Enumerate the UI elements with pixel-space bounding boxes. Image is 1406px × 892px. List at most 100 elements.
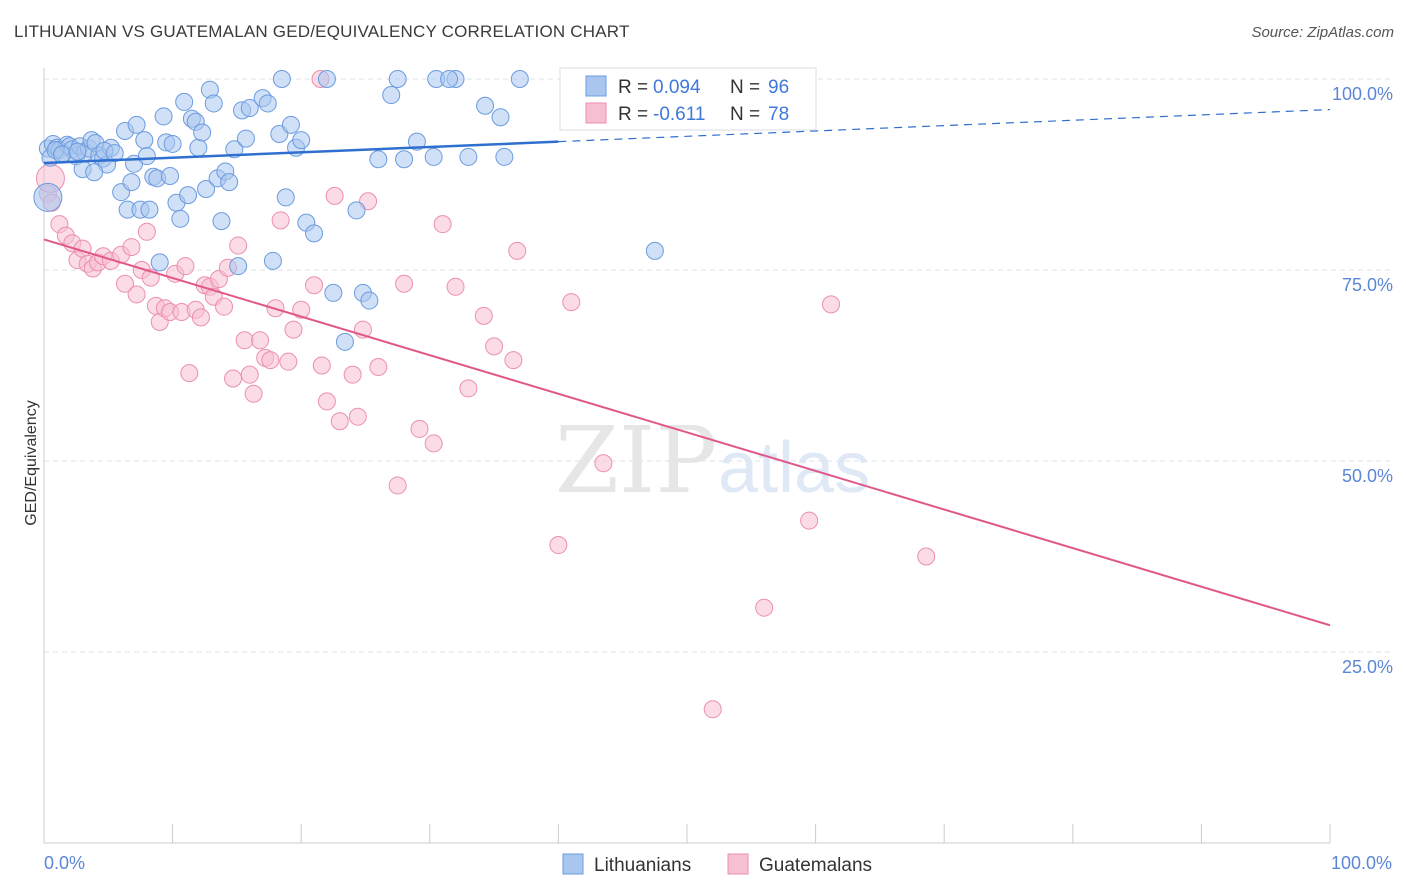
lithuanian-point — [127, 115, 146, 134]
lithuanian-point — [292, 131, 311, 150]
guatemalan-point — [369, 358, 388, 377]
lithuanian-point — [347, 201, 366, 220]
guatemalan-point — [180, 364, 199, 383]
legend-swatch-guatemalans — [585, 102, 607, 124]
lithuanian-point — [137, 147, 156, 166]
source-label: Source: ZipAtlas.com — [1251, 24, 1394, 41]
lithuanian-point — [150, 253, 169, 272]
stats-legend: R = 0.094 N = 96 R = -0.611 N = 78 — [559, 67, 817, 131]
legend-n-value-guatemalans: 78 — [768, 104, 789, 125]
guatemalan-point — [127, 285, 146, 304]
guatemalan-point — [424, 434, 443, 453]
lithuanian-point — [645, 241, 664, 260]
guatemalan-point — [474, 306, 493, 325]
trend-line-guatemalans — [43, 238, 1331, 627]
guatemalan-point — [549, 536, 568, 555]
y-tick-labels: 25.0% 50.0% 75.0% 100.0% — [1332, 84, 1393, 677]
lithuanian-point — [335, 332, 354, 351]
lithuanian-point — [263, 251, 282, 270]
lithuanian-point — [189, 138, 208, 157]
lithuanian-point — [382, 86, 401, 105]
guatemalan-point — [800, 511, 819, 530]
bottom-legend-label-lithuanians: Lithuanians — [594, 855, 691, 876]
guatemalan-point — [176, 257, 195, 276]
guatemalan-point — [755, 598, 774, 617]
lithuanian-point — [154, 107, 173, 126]
lithuanian-point — [193, 123, 212, 142]
guatemalan-point — [271, 211, 290, 230]
lithuanian-point — [510, 70, 529, 88]
y-tick-label: 100.0% — [1332, 84, 1393, 104]
trend-line-lithuanians — [43, 140, 559, 165]
guatemalan-point — [594, 454, 613, 473]
guatemalan-point — [508, 241, 527, 260]
lithuanian-point — [240, 99, 259, 118]
lithuanian-point — [440, 70, 459, 88]
guatemalan-point — [261, 351, 280, 370]
guatemalan-point — [137, 222, 156, 241]
lithuanian-point — [272, 70, 291, 88]
lithuanian-point — [395, 150, 414, 169]
guatemalan-point — [343, 365, 362, 384]
lithuanian-point — [236, 129, 255, 148]
guatemalan-point — [312, 356, 331, 375]
lithuanian-point — [212, 212, 231, 231]
guatemalan-point — [122, 238, 141, 257]
legend-r-value-lithuanians: 0.094 — [653, 77, 701, 98]
x-tick-label-max: 100.0% — [1331, 853, 1392, 873]
legend-n-label-2: N = — [730, 104, 760, 125]
gridlines — [44, 78, 1392, 653]
guatemalan-point — [562, 293, 581, 312]
lithuanian-point — [276, 188, 295, 207]
lithuanian-point — [388, 70, 407, 88]
guatemalan-point — [459, 379, 478, 398]
guatemalan-point — [235, 331, 254, 350]
guatemalan-point — [446, 277, 465, 296]
lithuanian-point — [197, 180, 216, 199]
legend-n-label-1: N = — [730, 77, 760, 98]
lithuanian-point — [175, 92, 194, 111]
guatemalan-point — [244, 384, 263, 403]
lithuanian-point — [229, 257, 248, 276]
guatemalan-point — [191, 308, 210, 327]
watermark-atlas: atlas — [718, 428, 870, 508]
guatemalan-point — [224, 369, 243, 388]
bottom-legend-label-guatemalans: Guatemalans — [759, 855, 872, 876]
series-lithuanians-points — [33, 70, 761, 351]
trend-lines — [43, 108, 1331, 627]
y-tick-label: 25.0% — [1342, 657, 1393, 677]
lithuanian-point — [281, 115, 300, 134]
guatemalan-point — [703, 700, 722, 719]
lithuanian-point — [369, 150, 388, 169]
guatemalan-point — [279, 352, 298, 371]
lithuanian-point — [135, 131, 154, 150]
guatemalan-point — [251, 331, 270, 350]
bottom-legend-swatch-guatemalans — [727, 853, 749, 875]
y-tick-label: 50.0% — [1342, 466, 1393, 486]
guatemalan-point — [485, 337, 504, 356]
guatemalan-point — [325, 186, 344, 205]
guatemalan-point — [317, 392, 336, 411]
legend-swatch-lithuanians — [585, 75, 607, 97]
lithuanian-point — [53, 145, 72, 164]
lithuanian-point — [225, 140, 244, 159]
lithuanian-point — [305, 224, 324, 243]
guatemalan-point — [330, 412, 349, 431]
guatemalan-point — [504, 351, 523, 370]
lithuanian-point — [105, 144, 124, 163]
guatemalan-point — [229, 236, 248, 255]
lithuanian-point — [220, 173, 239, 192]
guatemalan-point — [215, 297, 234, 316]
lithuanian-point — [33, 182, 63, 212]
guatemalan-point — [240, 365, 259, 384]
lithuanian-point — [163, 134, 182, 153]
watermark-zip: ZIP — [555, 407, 717, 514]
lithuanian-point — [179, 186, 198, 205]
lithuanian-point — [161, 167, 180, 186]
lithuanian-point — [407, 132, 426, 151]
guatemalan-point — [410, 419, 429, 438]
lithuanian-point — [85, 163, 104, 182]
guatemalan-point — [116, 274, 135, 293]
guatemalan-point — [395, 274, 414, 293]
